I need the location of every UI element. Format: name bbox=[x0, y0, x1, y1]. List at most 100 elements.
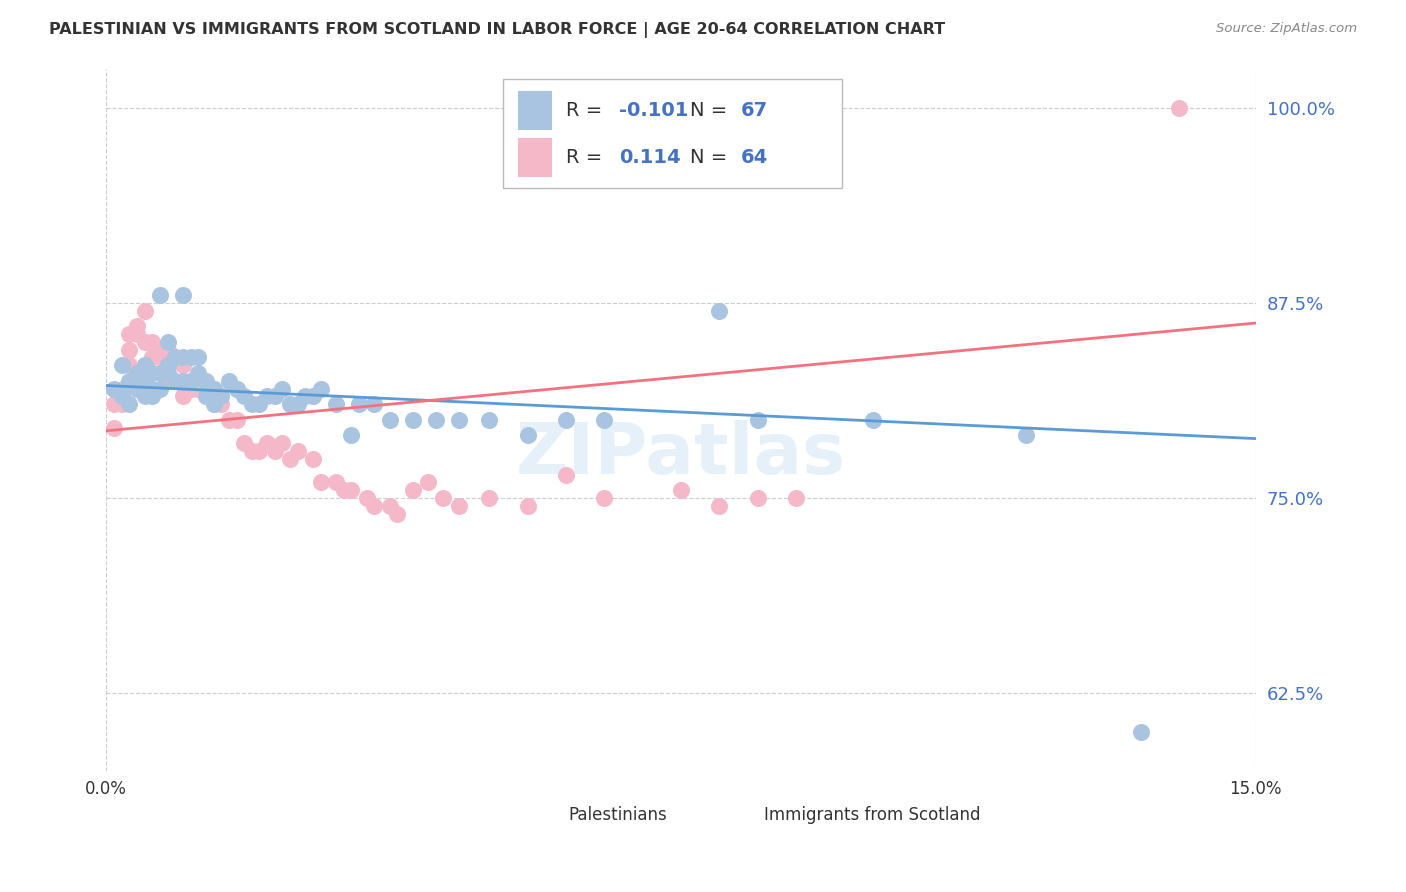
Point bbox=[156, 366, 179, 380]
Point bbox=[141, 382, 163, 396]
Point bbox=[785, 491, 807, 505]
Point bbox=[125, 319, 148, 334]
Point bbox=[172, 374, 194, 388]
Point bbox=[225, 413, 247, 427]
Point bbox=[141, 366, 163, 380]
Text: N =: N = bbox=[690, 148, 727, 168]
Point bbox=[209, 397, 232, 411]
Text: R =: R = bbox=[567, 148, 602, 168]
Point bbox=[709, 499, 731, 513]
Point bbox=[141, 366, 163, 380]
Point bbox=[149, 343, 172, 357]
Point bbox=[1168, 101, 1191, 115]
Point bbox=[256, 436, 278, 450]
Point bbox=[240, 397, 263, 411]
Point bbox=[202, 397, 225, 411]
Point bbox=[669, 483, 692, 497]
Point bbox=[309, 382, 332, 396]
Point bbox=[425, 413, 447, 427]
Point bbox=[233, 389, 256, 403]
Point bbox=[180, 351, 202, 365]
Point bbox=[134, 358, 156, 372]
Point bbox=[416, 475, 439, 490]
Point bbox=[209, 389, 232, 403]
Point bbox=[172, 288, 194, 302]
Point bbox=[218, 374, 240, 388]
Text: Palestinians: Palestinians bbox=[568, 806, 666, 824]
Point bbox=[478, 491, 501, 505]
Point bbox=[325, 475, 347, 490]
Point bbox=[363, 397, 385, 411]
Point bbox=[249, 397, 271, 411]
Point bbox=[110, 397, 132, 411]
Text: Immigrants from Scotland: Immigrants from Scotland bbox=[763, 806, 980, 824]
Point bbox=[516, 428, 538, 442]
Point bbox=[134, 382, 156, 396]
Point bbox=[263, 444, 285, 458]
Point bbox=[233, 436, 256, 450]
Point bbox=[294, 389, 316, 403]
Point bbox=[187, 351, 209, 365]
Point bbox=[593, 491, 616, 505]
FancyBboxPatch shape bbox=[517, 138, 553, 178]
Point bbox=[447, 413, 470, 427]
Point bbox=[172, 389, 194, 403]
Point bbox=[103, 382, 125, 396]
Point bbox=[325, 397, 347, 411]
Point bbox=[165, 374, 187, 388]
FancyBboxPatch shape bbox=[503, 79, 842, 188]
Point bbox=[862, 413, 884, 427]
Point bbox=[103, 397, 125, 411]
Text: PALESTINIAN VS IMMIGRANTS FROM SCOTLAND IN LABOR FORCE | AGE 20-64 CORRELATION C: PALESTINIAN VS IMMIGRANTS FROM SCOTLAND … bbox=[49, 22, 945, 38]
Point bbox=[240, 444, 263, 458]
Point bbox=[165, 351, 187, 365]
Point bbox=[709, 303, 731, 318]
Point bbox=[347, 397, 370, 411]
Point bbox=[309, 475, 332, 490]
Point bbox=[747, 413, 769, 427]
Point bbox=[125, 326, 148, 341]
Text: N =: N = bbox=[690, 101, 727, 120]
Point bbox=[333, 483, 356, 497]
Point bbox=[256, 389, 278, 403]
Point bbox=[516, 499, 538, 513]
Point bbox=[118, 397, 141, 411]
FancyBboxPatch shape bbox=[727, 802, 755, 829]
Point bbox=[340, 483, 363, 497]
Point bbox=[125, 382, 148, 396]
Point bbox=[402, 483, 425, 497]
FancyBboxPatch shape bbox=[517, 91, 553, 130]
Point bbox=[103, 420, 125, 434]
FancyBboxPatch shape bbox=[531, 802, 560, 829]
Point bbox=[202, 382, 225, 396]
Text: ZIPatlas: ZIPatlas bbox=[516, 420, 846, 490]
Point bbox=[149, 351, 172, 365]
Point bbox=[110, 358, 132, 372]
Point bbox=[363, 499, 385, 513]
Point bbox=[187, 382, 209, 396]
Point bbox=[141, 334, 163, 349]
Point bbox=[271, 382, 294, 396]
Point bbox=[156, 358, 179, 372]
Point bbox=[165, 351, 187, 365]
Point bbox=[118, 358, 141, 372]
Point bbox=[202, 382, 225, 396]
Point bbox=[134, 303, 156, 318]
Point bbox=[593, 413, 616, 427]
Point bbox=[340, 428, 363, 442]
Point bbox=[1015, 428, 1038, 442]
Point bbox=[218, 413, 240, 427]
Text: Source: ZipAtlas.com: Source: ZipAtlas.com bbox=[1216, 22, 1357, 36]
Point bbox=[287, 397, 309, 411]
Point bbox=[134, 389, 156, 403]
Point bbox=[149, 288, 172, 302]
Point bbox=[225, 382, 247, 396]
Point bbox=[180, 374, 202, 388]
Point bbox=[118, 343, 141, 357]
Point bbox=[194, 374, 217, 388]
Point bbox=[110, 382, 132, 396]
Point bbox=[118, 326, 141, 341]
Point bbox=[110, 389, 132, 403]
Point bbox=[387, 507, 409, 521]
Point bbox=[149, 382, 172, 396]
